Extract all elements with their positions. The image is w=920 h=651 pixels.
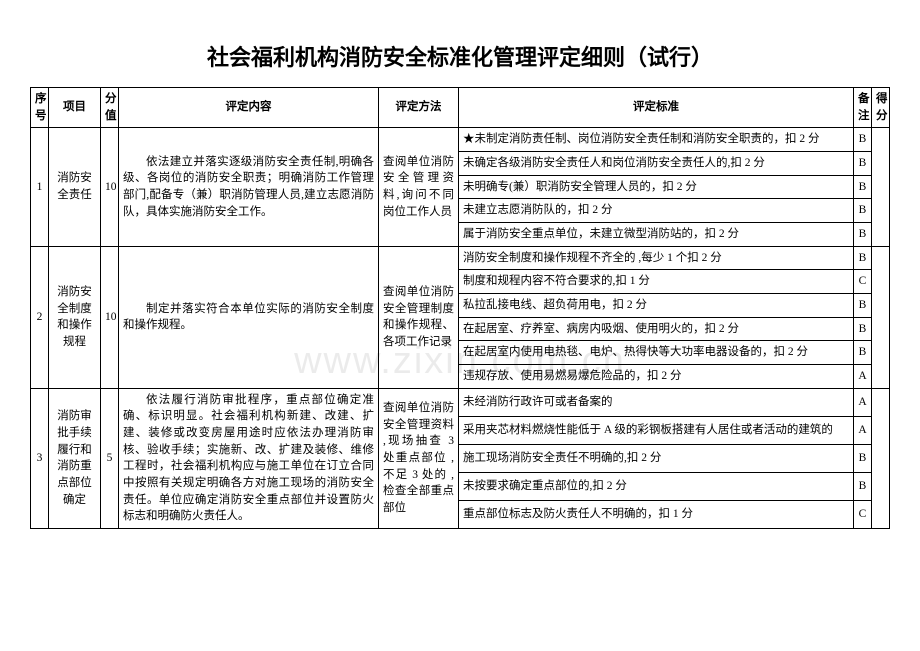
- cell-standard: 属于消防安全重点单位，未建立微型消防站的，扣 2 分: [459, 223, 854, 247]
- header-item: 项目: [49, 88, 101, 128]
- cell-got: [872, 388, 890, 528]
- cell-standard: 违规存放、使用易燃易爆危险品的，扣 2 分: [459, 365, 854, 389]
- header-method: 评定方法: [379, 88, 459, 128]
- cell-standard: 未建立志愿消防队的，扣 2 分: [459, 199, 854, 223]
- cell-note: B: [854, 152, 872, 176]
- table-row: 2 消防安全制度和操作规程 10 制定并落实符合本单位实际的消防安全制度和操作规…: [31, 246, 890, 270]
- cell-seq: 2: [31, 246, 49, 388]
- cell-content: 依法履行消防审批程序，重点部位确定准确、标识明显。社会福利机构新建、改建、扩建、…: [119, 388, 379, 528]
- header-content: 评定内容: [119, 88, 379, 128]
- cell-note: A: [854, 365, 872, 389]
- cell-note: B: [854, 246, 872, 270]
- header-score: 分值: [101, 88, 119, 128]
- header-seq: 序号: [31, 88, 49, 128]
- cell-note: B: [854, 472, 872, 500]
- header-note: 备注: [854, 88, 872, 128]
- cell-method: 查阅单位消防安全管理资料 ,现场抽查 3 处重点部位 ,不足 3 处的 ,检查全…: [379, 388, 459, 528]
- cell-note: A: [854, 416, 872, 444]
- cell-standard: 消防安全制度和操作规程不齐全的 ,每少 1 个扣 2 分: [459, 246, 854, 270]
- cell-note: B: [854, 175, 872, 199]
- cell-standard: 未经消防行政许可或者备案的: [459, 388, 854, 416]
- cell-method: 查阅单位消防安全管理资料,询问不同岗位工作人员: [379, 128, 459, 246]
- cell-standard: 制度和规程内容不符合要求的,扣 1 分: [459, 270, 854, 294]
- cell-score: 5: [101, 388, 119, 528]
- cell-seq: 1: [31, 128, 49, 246]
- cell-score: 10: [101, 246, 119, 388]
- cell-content: 依法建立并落实逐级消防安全责任制,明确各级、各岗位的消防安全职责；明确消防工作管…: [119, 128, 379, 246]
- cell-note: B: [854, 294, 872, 318]
- cell-method: 查阅单位消防安全管理制度和操作规程、各项工作记录: [379, 246, 459, 388]
- cell-standard: 在起居室内使用电热毯、电炉、热得快等大功率电器设备的，扣 2 分: [459, 341, 854, 365]
- page-title: 社会福利机构消防安全标准化管理评定细则（试行）: [30, 40, 890, 72]
- cell-note: C: [854, 270, 872, 294]
- cell-note: B: [854, 128, 872, 152]
- cell-seq: 3: [31, 388, 49, 528]
- cell-standard: 重点部位标志及防火责任人不明确的，扣 1 分: [459, 500, 854, 528]
- cell-item: 消防审批手续履行和消防重点部位确定: [49, 388, 101, 528]
- evaluation-table: 序号 项目 分值 评定内容 评定方法 评定标准 备注 得分 1 消防安全责任 1…: [30, 87, 890, 529]
- cell-got: [872, 246, 890, 388]
- cell-note: B: [854, 444, 872, 472]
- cell-note: B: [854, 317, 872, 341]
- cell-standard: ★未制定消防责任制、岗位消防安全责任制和消防安全职责的，扣 2 分: [459, 128, 854, 152]
- cell-item: 消防安全责任: [49, 128, 101, 246]
- cell-score: 10: [101, 128, 119, 246]
- table-header-row: 序号 项目 分值 评定内容 评定方法 评定标准 备注 得分: [31, 88, 890, 128]
- cell-note: B: [854, 199, 872, 223]
- cell-standard: 未按要求确定重点部位的,扣 2 分: [459, 472, 854, 500]
- cell-note: B: [854, 341, 872, 365]
- cell-note: B: [854, 223, 872, 247]
- table-row: 1 消防安全责任 10 依法建立并落实逐级消防安全责任制,明确各级、各岗位的消防…: [31, 128, 890, 152]
- cell-standard: 在起居室、疗养室、病房内吸烟、使用明火的，扣 2 分: [459, 317, 854, 341]
- cell-standard: 私拉乱接电线、超负荷用电，扣 2 分: [459, 294, 854, 318]
- cell-standard: 未确定各级消防安全责任人和岗位消防安全责任人的,扣 2 分: [459, 152, 854, 176]
- table-row: 3 消防审批手续履行和消防重点部位确定 5 依法履行消防审批程序，重点部位确定准…: [31, 388, 890, 416]
- cell-standard: 未明确专(兼）职消防安全管理人员的，扣 2 分: [459, 175, 854, 199]
- cell-note: A: [854, 388, 872, 416]
- header-got: 得分: [872, 88, 890, 128]
- cell-standard: 施工现场消防安全责任不明确的,扣 2 分: [459, 444, 854, 472]
- header-standard: 评定标准: [459, 88, 854, 128]
- cell-standard: 采用夹芯材料燃烧性能低于 A 级的彩钢板搭建有人居住或者活动的建筑的: [459, 416, 854, 444]
- cell-content: 制定并落实符合本单位实际的消防安全制度和操作规程。: [119, 246, 379, 388]
- cell-got: [872, 128, 890, 246]
- cell-note: C: [854, 500, 872, 528]
- cell-item: 消防安全制度和操作规程: [49, 246, 101, 388]
